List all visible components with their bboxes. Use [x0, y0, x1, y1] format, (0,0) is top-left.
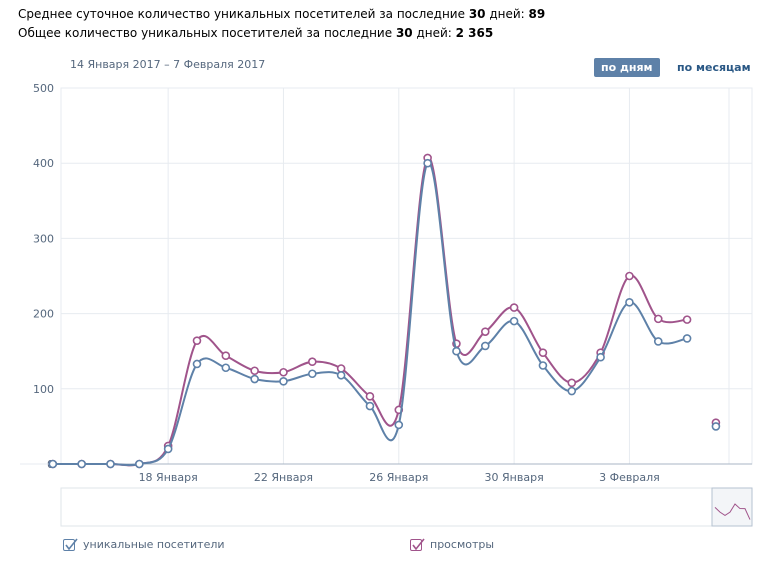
data-point: [567, 386, 577, 396]
avg-value: 89: [528, 7, 546, 21]
data-point: [307, 357, 317, 367]
data-point: [336, 370, 346, 380]
legend-views-label: просмотры: [430, 538, 495, 551]
total-days: 30: [395, 26, 413, 40]
data-point: [250, 366, 259, 376]
check-icon: [65, 538, 78, 550]
total-label: Общее количество уникальных посетителей …: [18, 26, 396, 40]
data-point: [567, 378, 577, 388]
total-value: 2 365: [455, 26, 494, 40]
data-point: [596, 352, 605, 362]
total-visitors-stat: Общее количество уникальных посетителей …: [18, 26, 493, 40]
y-tick-label: 100: [33, 383, 54, 396]
x-tick-label: 26 Января: [369, 471, 428, 484]
data-point: [394, 420, 404, 430]
data-point: [48, 459, 58, 469]
data-point: [625, 271, 634, 281]
x-tick-label: 22 Января: [254, 471, 313, 484]
data-point: [480, 327, 490, 336]
data-point: [653, 314, 663, 324]
legend-visitors-label: уникальные посетители: [83, 538, 225, 551]
data-point: [480, 341, 490, 351]
views-checkbox[interactable]: [410, 538, 425, 551]
data-point: [682, 315, 692, 324]
mini-navigator: [60, 487, 753, 527]
data-point: [509, 303, 519, 312]
x-tick-label: 3 Февраля: [599, 471, 660, 484]
x-tick-label: 18 Января: [139, 471, 198, 484]
data-point: [452, 346, 461, 356]
data-point: [192, 336, 202, 345]
y-tick-label: 200: [33, 308, 54, 321]
check-icon: [412, 538, 425, 550]
visitors-checkbox[interactable]: [63, 538, 78, 551]
data-point: [538, 348, 548, 358]
avg-visitors-stat: Среднее суточное количество уникальных п…: [18, 7, 545, 21]
data-point: [250, 374, 259, 384]
data-point: [653, 337, 663, 346]
data-point: [711, 422, 721, 431]
avg-label: Среднее суточное количество уникальных п…: [18, 7, 469, 21]
legend-views[interactable]: просмотры: [410, 538, 494, 551]
navigator-window: [711, 487, 753, 527]
avg-mid: дней:: [485, 7, 529, 21]
data-point: [221, 351, 231, 361]
x-tick-label: 30 Января: [485, 471, 544, 484]
by-days-button[interactable]: по дням: [594, 58, 660, 77]
avg-days: 30: [468, 7, 486, 21]
data-point: [365, 401, 375, 411]
data-point: [509, 316, 519, 326]
by-months-button[interactable]: по месяцам: [677, 61, 751, 74]
data-point: [135, 459, 144, 469]
navigator-sparkline: [714, 503, 751, 520]
data-point: [163, 444, 173, 454]
plot-area: [60, 87, 753, 465]
data-point: [682, 334, 692, 343]
legend-visitors[interactable]: уникальные посетители: [63, 538, 225, 551]
data-point: [423, 158, 432, 168]
y-tick-label: 300: [33, 232, 54, 245]
data-point: [538, 361, 548, 370]
total-mid: дней:: [412, 26, 456, 40]
y-tick-label: 500: [33, 82, 54, 95]
data-point: [221, 363, 231, 373]
data-point: [106, 459, 115, 469]
data-point: [192, 359, 202, 369]
data-point: [625, 298, 634, 307]
y-tick-label: 400: [33, 157, 54, 170]
date-range-label: 14 Января 2017 – 7 Февраля 2017: [70, 58, 266, 71]
data-point: [279, 367, 288, 377]
data-point: [77, 459, 86, 469]
data-point: [279, 376, 288, 386]
data-point: [365, 392, 375, 401]
data-point: [336, 364, 346, 373]
data-point: [307, 369, 317, 379]
